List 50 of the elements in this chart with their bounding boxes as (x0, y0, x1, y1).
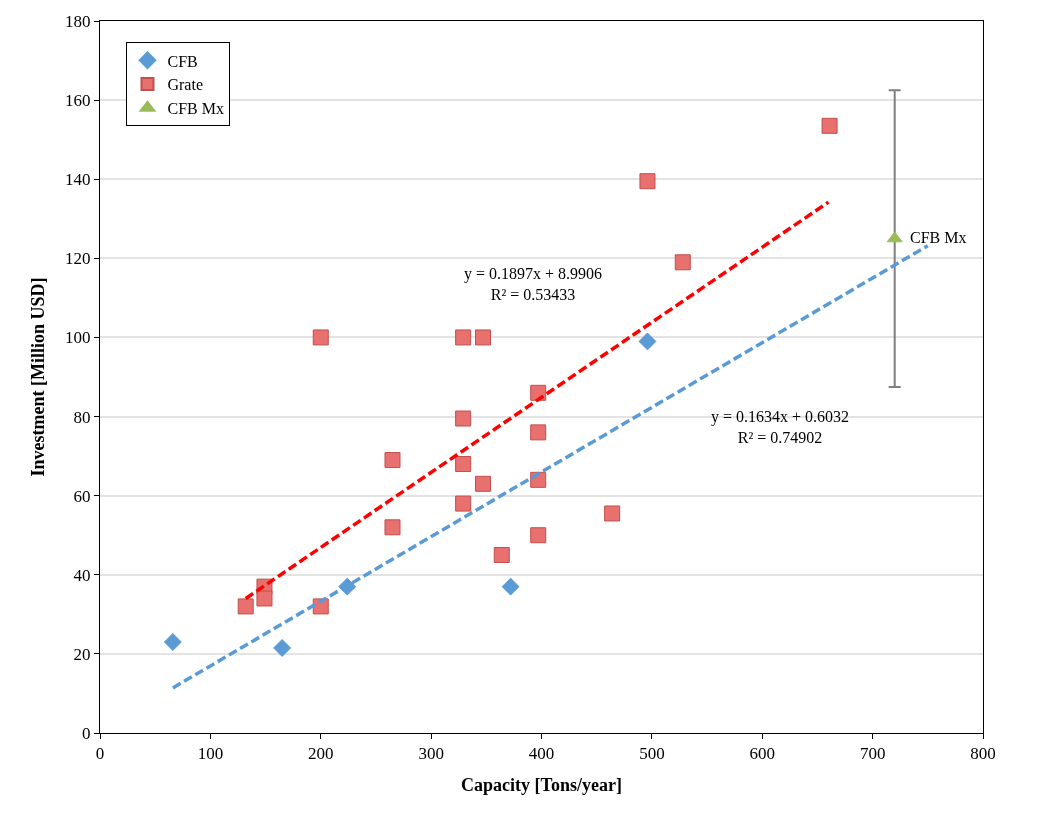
x-tick-label: 0 (95, 744, 105, 764)
point (384, 452, 401, 469)
point (273, 639, 292, 657)
y-tick-label: 140 (65, 170, 91, 190)
point (455, 329, 472, 346)
annotation: y = 0.1634x + 0.6032 R² = 0.74902 (711, 408, 850, 446)
point (530, 424, 547, 441)
legend-label: Grate (167, 76, 204, 94)
point (674, 254, 691, 271)
point (475, 475, 491, 492)
point (312, 329, 329, 346)
point (493, 547, 510, 563)
point (821, 117, 838, 134)
y-tick-label: 120 (65, 249, 91, 269)
point (639, 173, 656, 190)
x-tick-label: 800 (970, 744, 996, 764)
point (475, 329, 491, 346)
point (455, 495, 472, 512)
y-tick-label: 40 (73, 565, 91, 585)
x-tick-label: 200 (308, 744, 334, 764)
point (163, 633, 182, 651)
y-tick-label: 0 (82, 723, 91, 743)
annotation: y = 0.1897x + 8.9906 R² = 0.53433 (464, 265, 603, 303)
point (455, 456, 472, 473)
point (455, 410, 472, 427)
point (530, 527, 547, 544)
point (384, 519, 401, 536)
point (501, 577, 520, 596)
x-tick-label: 300 (418, 744, 444, 764)
point (237, 598, 254, 615)
y-tick-label: 80 (73, 407, 91, 427)
y-tick-label: 160 (65, 91, 91, 111)
x-tick-label: 400 (528, 744, 555, 764)
legend-label: CFB (167, 52, 198, 70)
x-tick-label: 100 (197, 744, 224, 764)
x-tick-label: 500 (639, 744, 665, 764)
x-tick-label: 700 (859, 744, 886, 764)
y-axis-title: Investment [Million USD] (28, 277, 49, 477)
point (256, 590, 273, 607)
point (604, 505, 621, 522)
x-tick-label: 600 (749, 744, 775, 764)
annotation: CFB Mx (910, 229, 967, 246)
legend-label: CFB Mx (167, 100, 224, 118)
y-tick-label: 60 (73, 486, 91, 506)
y-tick-label: 20 (73, 644, 91, 664)
point (886, 231, 903, 243)
x-axis-title: Capacity [Tons/year] (461, 774, 622, 795)
point (638, 332, 657, 351)
y-tick-label: 100 (65, 328, 91, 348)
y-tick-label: 180 (65, 11, 91, 31)
